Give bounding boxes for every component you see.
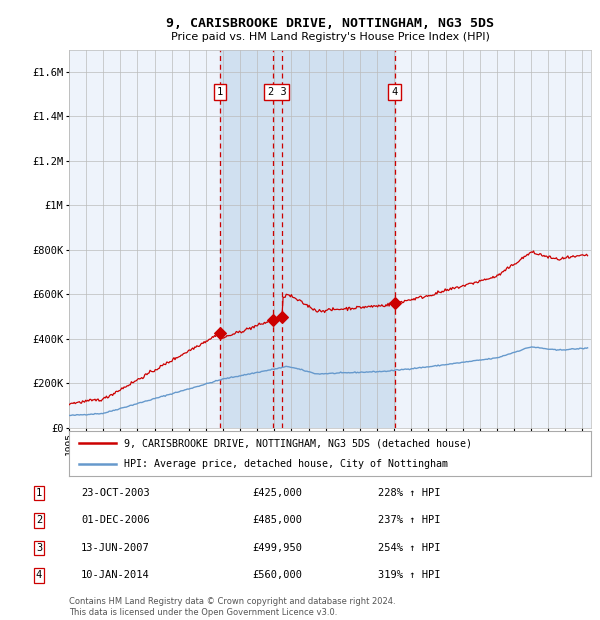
Text: 1: 1 — [36, 488, 42, 498]
Text: 23-OCT-2003: 23-OCT-2003 — [81, 488, 150, 498]
Text: 13-JUN-2007: 13-JUN-2007 — [81, 543, 150, 553]
Text: 4: 4 — [392, 87, 398, 97]
Point — [215, 329, 224, 339]
Text: 254% ↑ HPI: 254% ↑ HPI — [378, 543, 440, 553]
Text: 237% ↑ HPI: 237% ↑ HPI — [378, 515, 440, 525]
Text: 2 3: 2 3 — [268, 87, 286, 97]
Text: £560,000: £560,000 — [252, 570, 302, 580]
Text: £485,000: £485,000 — [252, 515, 302, 525]
Text: Contains HM Land Registry data © Crown copyright and database right 2024.: Contains HM Land Registry data © Crown c… — [69, 597, 395, 606]
Text: 4: 4 — [36, 570, 42, 580]
Text: 10-JAN-2014: 10-JAN-2014 — [81, 570, 150, 580]
Text: 9, CARISBROOKE DRIVE, NOTTINGHAM, NG3 5DS (detached house): 9, CARISBROOKE DRIVE, NOTTINGHAM, NG3 5D… — [124, 438, 472, 448]
Text: 2: 2 — [36, 515, 42, 525]
Text: Price paid vs. HM Land Registry's House Price Index (HPI): Price paid vs. HM Land Registry's House … — [170, 32, 490, 42]
Text: This data is licensed under the Open Government Licence v3.0.: This data is licensed under the Open Gov… — [69, 608, 337, 617]
Text: HPI: Average price, detached house, City of Nottingham: HPI: Average price, detached house, City… — [124, 459, 448, 469]
Text: 3: 3 — [36, 543, 42, 553]
Text: £425,000: £425,000 — [252, 488, 302, 498]
Bar — [220, 50, 395, 428]
Text: 1: 1 — [217, 87, 223, 97]
Text: £499,950: £499,950 — [252, 543, 302, 553]
Text: 228% ↑ HPI: 228% ↑ HPI — [378, 488, 440, 498]
Point — [277, 312, 287, 322]
Point — [268, 315, 278, 325]
Text: 319% ↑ HPI: 319% ↑ HPI — [378, 570, 440, 580]
Text: 01-DEC-2006: 01-DEC-2006 — [81, 515, 150, 525]
Point — [390, 298, 400, 308]
Text: 9, CARISBROOKE DRIVE, NOTTINGHAM, NG3 5DS: 9, CARISBROOKE DRIVE, NOTTINGHAM, NG3 5D… — [166, 17, 494, 30]
